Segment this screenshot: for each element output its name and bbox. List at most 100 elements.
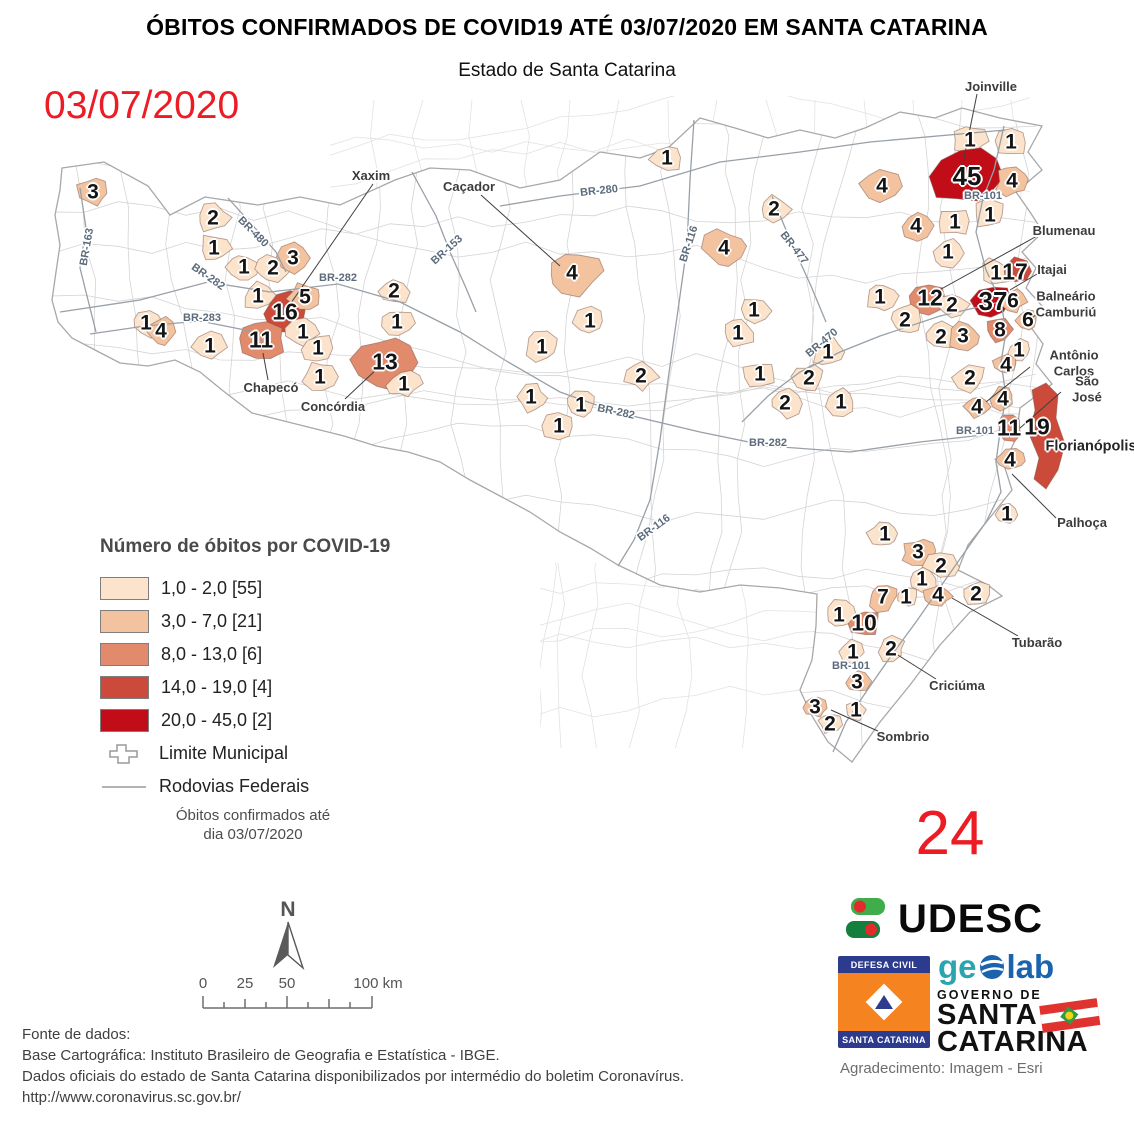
city-label-chapec-: Chapecó: [243, 380, 299, 396]
region-count: 2: [803, 366, 815, 390]
region-shape: [190, 330, 229, 360]
region-count: 1: [312, 336, 324, 360]
region-count: 1: [984, 203, 996, 227]
region-count: 3: [87, 180, 99, 204]
callout-line: [985, 366, 1031, 403]
region-count: 1: [391, 310, 403, 334]
region-count: 2: [824, 712, 836, 736]
callout-line: [344, 367, 379, 400]
region-count: 6: [1022, 308, 1034, 332]
region-count: 1: [900, 585, 912, 609]
region-count: 4: [997, 387, 1009, 411]
legend-note-line2: dia 03/07/2020: [203, 826, 303, 843]
region-count: 1: [1001, 502, 1013, 526]
scale-label-0: 0: [199, 975, 207, 992]
udesc-icon: [846, 898, 885, 938]
region-shape: [999, 288, 1029, 314]
logo-governo-sc: GOVERNO DE SANTA CATARINA: [937, 988, 1127, 1057]
legend-class-row: 14,0 - 19,0 [4]: [100, 671, 420, 704]
region-count: 3: [809, 695, 821, 719]
federal-road-line: [832, 125, 1007, 753]
region-count: 1: [553, 414, 565, 438]
federal-road-line: [89, 320, 263, 342]
region-count: 3: [912, 540, 924, 564]
federal-road-line: [227, 197, 287, 273]
geolab-ge-text: ge: [938, 948, 977, 985]
road-label: BR-101: [956, 425, 994, 437]
callout-line: [1011, 473, 1057, 519]
legend-note-line1: Óbitos confirmados até: [175, 807, 331, 824]
region-shape: [224, 255, 263, 281]
region-count: 1: [1005, 130, 1017, 154]
region-count: 4: [932, 583, 944, 607]
legend-rodovias-label: Rodovias Federais: [159, 776, 310, 796]
region-shape: [994, 503, 1019, 524]
region-shape: [994, 448, 1026, 470]
callout-line: [951, 597, 1019, 637]
region-shape: [75, 177, 108, 207]
region-shape: [908, 284, 946, 316]
region-shape: [824, 387, 854, 418]
region-count: 1: [990, 261, 1002, 285]
region-count: 2: [935, 325, 947, 349]
city-label-ca-ador: Caçador: [442, 179, 496, 195]
region-shape: [275, 241, 311, 276]
credits-text: Agradecimento: Imagem - Esri: [840, 1060, 1043, 1077]
region-count: 3: [287, 246, 299, 270]
region-count: 10: [851, 609, 877, 636]
north-label-n: N: [280, 898, 295, 921]
region-count: 4: [1000, 353, 1012, 377]
legend-limite-row: Limite Municipal: [100, 737, 420, 770]
region-count: 1: [822, 340, 834, 364]
defesa-civil-bottom-text: SANTA CATARINA: [842, 1035, 926, 1045]
region-count: 7: [877, 585, 889, 609]
region-count: 4: [910, 214, 922, 238]
region-count: 1: [732, 321, 744, 345]
region-shape: [550, 254, 605, 298]
legend-class-label: 14,0 - 19,0 [4]: [161, 677, 273, 697]
region-count: 1: [949, 210, 961, 234]
city-label-florian-polis: Florianópolis: [1045, 438, 1134, 455]
region-count: 1: [754, 362, 766, 386]
region-count: 6: [1007, 289, 1019, 313]
region-count: 3: [851, 670, 863, 694]
municipal-boundary-icon: [100, 742, 147, 766]
region-shape: [647, 146, 681, 171]
region-count: 11: [248, 326, 274, 353]
region-count: 1: [238, 255, 250, 279]
region-count: 16: [272, 298, 298, 325]
road-label: BR-283: [183, 312, 221, 324]
region-shape: [1003, 256, 1033, 282]
north-arrow-right-half: [287, 921, 305, 971]
callout-line: [1019, 391, 1062, 429]
region-shape: [986, 317, 1015, 344]
region-count: 2: [635, 364, 647, 388]
region-shape: [963, 581, 991, 605]
callout-line: [892, 651, 937, 680]
region-count: 1: [536, 335, 548, 359]
region-count: 1: [204, 334, 216, 358]
region-count: 2: [267, 256, 279, 280]
region-shape: [244, 280, 278, 309]
legend-swatch-3: [100, 643, 149, 666]
footer-source: Fonte de dados: Base Cartográfica: Insti…: [22, 1024, 684, 1108]
federal-road-line: [411, 171, 477, 313]
region-shape: [285, 282, 320, 310]
region-shape: [995, 166, 1029, 198]
region-count: 1: [874, 285, 886, 309]
city-label-conc-rdia: Concórdia: [300, 399, 366, 415]
legend-class-label: 8,0 - 13,0 [6]: [161, 644, 263, 664]
region-count: 2: [946, 293, 958, 317]
footer-line-1: Fonte de dados:: [22, 1026, 131, 1043]
region-shape: [869, 585, 898, 614]
scale-bar: 0 25 50 100 km: [199, 975, 403, 1009]
sc-flag-icon: [1039, 998, 1101, 1033]
callout-line: [480, 194, 561, 267]
region-count: 1: [398, 372, 410, 396]
region-shape: [516, 382, 549, 414]
legend-class-row: 20,0 - 45,0 [2]: [100, 704, 420, 737]
region-shape: [991, 353, 1017, 374]
region-count: 2: [885, 637, 897, 661]
